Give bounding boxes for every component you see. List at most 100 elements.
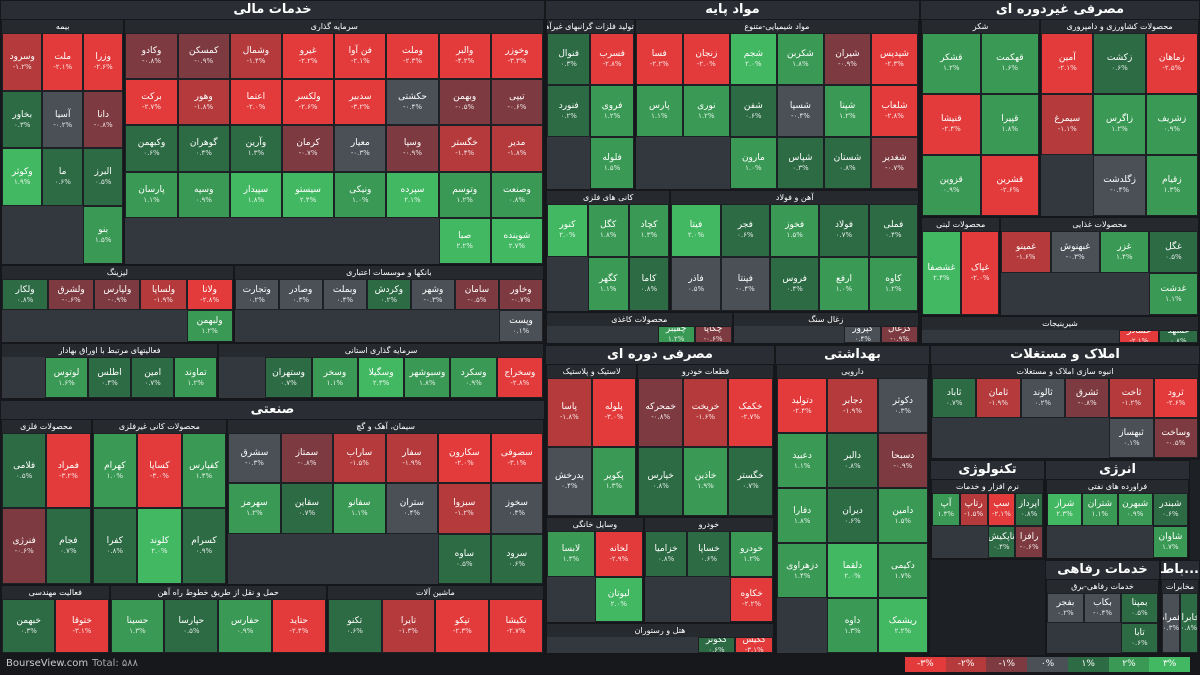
stock-tile[interactable]: فجر ۰.۶%: [720, 203, 770, 258]
stock-tile[interactable]: پاسا -۱.۸%: [547, 378, 592, 447]
stock-tile[interactable]: فروی ۱.۲%: [590, 84, 634, 137]
stock-tile[interactable]: تاپکیش ۰.۴%: [987, 525, 1016, 558]
stock-tile[interactable]: والبر -۴.۲%: [438, 33, 491, 80]
stock-tile[interactable]: کچاد ۱.۳%: [628, 203, 670, 258]
stock-tile[interactable]: آپ ۱.۳%: [932, 493, 960, 526]
stock-tile[interactable]: وصادر ۰.۳%: [278, 278, 323, 311]
stock-tile[interactable]: اپرداز ۰.۸%: [1015, 493, 1043, 526]
stock-tile[interactable]: وآرین ۱.۳%: [229, 125, 282, 172]
stock-tile[interactable]: حتاید -۲.۴%: [271, 598, 326, 653]
stock-tile[interactable]: اطلس ۰.۴%: [88, 357, 132, 398]
stock-tile[interactable]: کاما ۰.۸%: [628, 257, 670, 311]
stock-tile[interactable]: زشریف ۰.۹%: [1145, 93, 1198, 155]
stock-tile[interactable]: فنورد ۰.۲%: [547, 84, 591, 137]
stock-tile[interactable]: ثشرق -۰.۸%: [1065, 378, 1110, 418]
stock-tile[interactable]: بنو ۱.۵%: [82, 206, 124, 264]
stock-tile[interactable]: لبوتان ۲.۰%: [594, 576, 643, 623]
stock-tile[interactable]: غشاذر -۲.۱%: [1119, 329, 1159, 343]
stock-tile[interactable]: شلعاب -۲.۸%: [870, 84, 918, 137]
stock-tile[interactable]: کمسکن -۰.۹%: [177, 33, 230, 80]
stock-tile[interactable]: وخوزر -۳.۳%: [490, 33, 543, 80]
stock-tile[interactable]: غبهنوش -۰.۳%: [1050, 230, 1100, 273]
stock-tile[interactable]: فنرژی -۰.۶%: [2, 508, 47, 584]
stock-tile[interactable]: پکویر ۱.۳%: [591, 446, 637, 516]
stock-tile[interactable]: اعتما -۲.۰%: [229, 79, 282, 126]
stock-tile[interactable]: حفارس ۰.۹%: [218, 598, 272, 653]
stock-tile[interactable]: وخاور -۰.۷%: [498, 278, 543, 311]
stock-tile[interactable]: قشکر ۱.۲%: [922, 33, 981, 94]
stock-tile[interactable]: شپاس ۰.۳%: [776, 136, 824, 189]
stock-tile[interactable]: شراز ۲.۳%: [1047, 493, 1083, 526]
stock-tile[interactable]: وکبهمن ۰.۶%: [125, 125, 178, 172]
stock-tile[interactable]: قشرین -۲.۶%: [980, 154, 1040, 216]
stock-tile[interactable]: سیستو ۲.۴%: [282, 171, 335, 218]
stock-tile[interactable]: دکیمی ۱.۷%: [877, 543, 928, 598]
stock-tile[interactable]: امین ۰.۷%: [131, 357, 175, 398]
stock-tile[interactable]: خپارس ۰.۸%: [638, 446, 684, 516]
stock-tile[interactable]: شسپا -۰.۴%: [776, 84, 824, 137]
stock-tile[interactable]: دسبحا -۰.۹%: [877, 433, 928, 488]
stock-tile[interactable]: دجابر -۱.۹%: [827, 378, 878, 433]
stock-tile[interactable]: برکت -۲.۷%: [125, 79, 178, 126]
stock-tile[interactable]: کاوه ۱.۲%: [868, 257, 918, 311]
stock-tile[interactable]: زاگرس ۱.۲%: [1093, 93, 1146, 155]
stock-tile[interactable]: فمراد -۳.۲%: [46, 433, 91, 509]
stock-tile[interactable]: شتران ۱.۱%: [1082, 493, 1118, 526]
stock-tile[interactable]: رافزا -۰.۶%: [1015, 525, 1043, 558]
stock-tile[interactable]: خگستر ۰.۷%: [728, 446, 773, 516]
stock-tile[interactable]: ساراب -۱.۵%: [333, 433, 386, 484]
stock-tile[interactable]: فملی ۰.۴%: [868, 203, 918, 258]
stock-tile[interactable]: مارون ۱.۰%: [729, 136, 777, 189]
stock-tile[interactable]: فنوال ۰.۳%: [547, 33, 591, 85]
stock-tile[interactable]: وشمال -۱.۴%: [229, 33, 282, 80]
stock-tile[interactable]: فاذر ۰.۵%: [671, 257, 721, 311]
stock-tile[interactable]: سهرمز ۱.۲%: [228, 483, 281, 534]
stock-tile[interactable]: مدیر -۱.۸%: [490, 125, 543, 172]
stock-tile[interactable]: وساخت -۰.۵%: [1153, 418, 1198, 458]
stock-tile[interactable]: زکشت ۰.۶%: [1093, 33, 1146, 94]
stock-tile[interactable]: ولکار ۰.۸%: [2, 278, 49, 311]
stock-tile[interactable]: وشهر -۰.۳%: [410, 278, 455, 311]
stock-tile[interactable]: غمینو -۱.۶%: [1001, 230, 1051, 273]
stock-tile[interactable]: قپیرا ۱.۸%: [980, 93, 1040, 155]
stock-tile[interactable]: کگهر ۱.۱%: [587, 257, 629, 311]
stock-tile[interactable]: تیپی -۰.۶%: [490, 79, 543, 126]
stock-tile[interactable]: زگلدشت -۰.۴%: [1093, 154, 1146, 216]
stock-tile[interactable]: ملت -۲.۱%: [42, 33, 83, 91]
stock-tile[interactable]: ستران ۰.۴%: [385, 483, 439, 534]
stock-tile[interactable]: بفجر ۰.۲%: [1047, 593, 1084, 623]
stock-tile[interactable]: شپنا ۱.۲%: [823, 84, 871, 137]
stock-tile[interactable]: شستان ۰.۸%: [823, 136, 871, 189]
stock-tile[interactable]: ما ۰.۶%: [42, 148, 83, 207]
stock-tile[interactable]: آمین -۲.۱%: [1041, 33, 1094, 94]
stock-tile[interactable]: شکربن ۱.۸%: [776, 33, 824, 85]
stock-tile[interactable]: غگل ۰.۵%: [1148, 230, 1198, 273]
stock-tile[interactable]: سپرده ۲.۱%: [386, 171, 439, 218]
stock-tile[interactable]: معیار -۰.۳%: [334, 125, 387, 172]
stock-tile[interactable]: فلامی ۰.۵%: [2, 433, 47, 509]
stock-tile[interactable]: ختوقا -۳.۱%: [55, 598, 109, 653]
stock-tile[interactable]: کپرور ۰.۴%: [844, 325, 882, 343]
stock-tile[interactable]: ولپارس -۰.۹%: [94, 278, 141, 311]
stock-tile[interactable]: کرمان -۰.۷%: [282, 125, 335, 172]
stock-tile[interactable]: دیران ۰.۶%: [827, 488, 878, 543]
stock-tile[interactable]: وزرا -۲.۶%: [82, 33, 124, 91]
stock-tile[interactable]: شفن ۰.۶%: [729, 84, 777, 137]
stock-tile[interactable]: شبندر ۰.۶%: [1152, 493, 1188, 526]
stock-tile[interactable]: ولبهمن ۱.۲%: [186, 310, 233, 343]
stock-tile[interactable]: لخانه -۲.۹%: [594, 530, 643, 577]
stock-tile[interactable]: ریشمک ۲.۲%: [877, 598, 928, 653]
stock-tile[interactable]: وسخراج -۲.۸%: [496, 357, 543, 398]
stock-tile[interactable]: تکیشا -۲.۷%: [489, 598, 543, 653]
stock-tile[interactable]: تپکو -۲.۳%: [435, 598, 490, 653]
stock-tile[interactable]: پدرخش ۰.۴%: [547, 446, 592, 516]
stock-tile[interactable]: وسپه ۰.۹%: [177, 171, 230, 218]
stock-tile[interactable]: وستهران ۰.۷%: [265, 357, 312, 398]
stock-tile[interactable]: ولشرق -۰.۶%: [48, 278, 95, 311]
stock-tile[interactable]: تماوند ۱.۲%: [174, 357, 218, 398]
stock-tile[interactable]: سرود ۰.۶%: [490, 533, 543, 584]
stock-tile[interactable]: کفپارس ۱.۴%: [181, 433, 227, 509]
stock-tile[interactable]: ارفع ۱.۰%: [819, 257, 869, 311]
stock-tile[interactable]: وصنعت ۰.۸%: [490, 171, 543, 218]
stock-tile[interactable]: خمحرکه -۰.۸%: [638, 378, 684, 447]
